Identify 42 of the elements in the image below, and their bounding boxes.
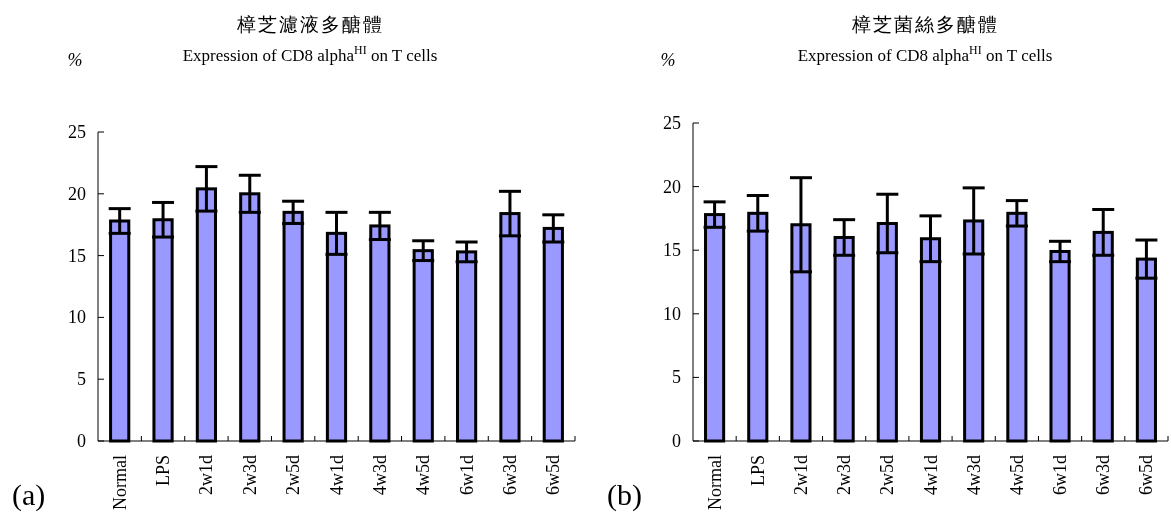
x-tick-label: 2w3d — [239, 455, 260, 495]
y-tick-label: 15 — [68, 245, 86, 266]
y-tick-label: 0 — [77, 431, 86, 451]
x-tick-label: 6w5d — [1136, 455, 1157, 495]
y-tick-label: 5 — [672, 367, 681, 388]
x-tick-label: Normal — [704, 455, 725, 510]
y-tick-label: 25 — [663, 113, 681, 133]
x-tick-label: LPS — [747, 455, 768, 487]
x-tick-label: 4w5d — [1006, 455, 1027, 495]
y-tick-label: 15 — [663, 240, 681, 261]
x-tick-label: 4w3d — [963, 455, 984, 495]
y-tick-label: 0 — [672, 431, 681, 451]
y-tick-label: 10 — [663, 303, 681, 324]
text: (b) — [607, 478, 642, 512]
x-tick-label: 2w3d — [834, 455, 855, 495]
x-tick-label: 6w3d — [499, 455, 520, 495]
y-axis-title: % — [67, 50, 83, 70]
y-axis-title: % — [660, 50, 676, 70]
x-tick-label: 6w1d — [456, 455, 477, 495]
y-tick-label: 10 — [68, 307, 86, 328]
x-tick-label: 2w1d — [790, 455, 811, 495]
x-tick-label: 2w5d — [877, 455, 898, 495]
y-tick-label: 20 — [663, 176, 681, 197]
x-tick-label: 6w1d — [1050, 455, 1071, 495]
x-tick-label: Normal — [109, 455, 130, 510]
x-tick-label: 4w1d — [326, 455, 347, 495]
y-tick-label: 25 — [68, 122, 86, 142]
x-tick-label: 2w1d — [196, 455, 217, 495]
x-tick-label: 4w5d — [413, 455, 434, 495]
chart-title: 樟芝菌絲多醣體 — [850, 14, 999, 35]
chart-subtitle: Expression of CD8 alpha$^{HI}$ on T cells — [797, 43, 1053, 65]
y-tick-label: 20 — [68, 183, 86, 204]
y-tick-label: 5 — [77, 369, 86, 390]
x-tick-label: LPS — [153, 455, 174, 487]
x-tick-label: 6w3d — [1093, 455, 1114, 495]
x-tick-label: 6w5d — [543, 455, 564, 495]
x-tick-label: 2w5d — [283, 455, 304, 495]
text: (a) — [12, 478, 46, 512]
chart-title: 樟芝濾液多醣體 — [235, 14, 384, 35]
chart-subtitle: Expression of CD8 alpha$^{HI}$ on T cells — [182, 43, 438, 65]
x-tick-label: 4w1d — [920, 455, 941, 495]
x-tick-label: 4w3d — [369, 455, 390, 495]
